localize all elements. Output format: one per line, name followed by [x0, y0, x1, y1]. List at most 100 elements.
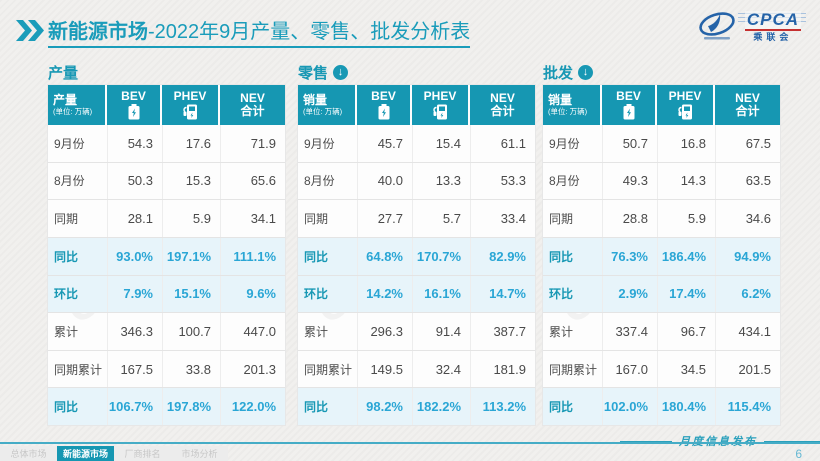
table-row: 9月份 54.3 17.6 71.9 — [48, 125, 285, 162]
row-label: 环比 — [304, 287, 329, 302]
cell-value: 5.9 — [162, 200, 220, 237]
footer-tab[interactable]: 厂商排名 — [114, 446, 171, 461]
cpca-wordmark: CPCA 乘联会 — [737, 10, 807, 43]
row-label: 累计 — [549, 324, 574, 339]
cell-value: 14.2% — [357, 275, 412, 313]
row-label: 同比 — [54, 400, 79, 415]
nev-label: NEV — [240, 90, 265, 105]
header-unit: (单位: 万辆) — [53, 107, 93, 117]
table-row: 同比 98.2% 182.2% 113.2% — [298, 387, 535, 425]
header-unit: (单位: 万辆) — [548, 107, 588, 117]
row-label: 8月份 — [549, 174, 580, 189]
table-row: 8月份 49.3 14.3 63.5 — [543, 161, 780, 200]
cell-value: 16.8 — [657, 125, 715, 162]
cell-value: 28.1 — [107, 200, 162, 237]
table-row: 环比 14.2% 16.1% 14.7% — [298, 274, 535, 313]
phev-label: PHEV — [173, 88, 207, 103]
footer-note: 月度信息发布 — [620, 433, 820, 449]
table-row: 同期 27.7 5.7 33.4 — [298, 199, 535, 237]
row-label: 同期累计 — [549, 362, 598, 377]
table-row: 同期累计 167.0 34.5 201.5 — [543, 349, 780, 388]
cell-value: 28.8 — [602, 200, 657, 237]
row-label: 同比 — [549, 400, 574, 415]
battery-icon — [128, 104, 139, 120]
production-section-title: 产量 ↓ — [48, 60, 285, 85]
table-row: 累计 346.3 100.7 447.0 — [48, 312, 285, 350]
table-row: 9月份 50.7 16.8 67.5 — [543, 125, 780, 162]
cell-value: 14.7% — [470, 275, 535, 313]
table-row: 环比 2.9% 17.4% 6.2% — [543, 274, 780, 313]
header-label: 产量 — [53, 92, 78, 107]
cell-value: 64.8% — [357, 237, 412, 275]
cell-value: 9.6% — [220, 275, 285, 313]
cell-value: 149.5 — [357, 350, 412, 388]
cell-value: 197.1% — [162, 237, 220, 275]
bev-label: BEV — [121, 88, 146, 103]
cell-value: 15.4 — [412, 125, 470, 162]
table-header-label-cell: 产量 (单位: 万辆) — [48, 85, 105, 125]
bev-label: BEV — [616, 88, 641, 103]
row-label: 9月份 — [304, 136, 335, 151]
note-left-line — [620, 440, 672, 442]
footer-tab[interactable]: 市场分析 — [171, 446, 228, 461]
cell-value: 40.0 — [357, 162, 412, 200]
cell-value: 186.4% — [657, 237, 715, 275]
nev-column-header: NEV 合计 — [715, 85, 780, 125]
table-header-row: 产量 (单位: 万辆) BEV PHEV NEV 合计 — [48, 85, 285, 125]
cell-value: 76.3% — [602, 237, 657, 275]
cell-value: 447.0 — [220, 313, 285, 350]
table-row: 累计 296.3 91.4 387.7 — [298, 312, 535, 350]
header-unit: (单位: 万辆) — [303, 107, 343, 117]
title-rest-part: -2022年9月产量、零售、批发分析表 — [148, 21, 471, 43]
row-label: 同期 — [304, 212, 329, 227]
cell-value: 45.7 — [357, 125, 412, 162]
cell-value: 54.3 — [107, 125, 162, 162]
cell-value: 170.7% — [412, 237, 470, 275]
table-row: 8月份 50.3 15.3 65.6 — [48, 161, 285, 200]
table-row: 同期 28.8 5.9 34.6 — [543, 199, 780, 237]
cell-value: 63.5 — [715, 162, 780, 200]
bev-label: BEV — [371, 88, 396, 103]
cell-value: 197.8% — [162, 388, 220, 425]
row-label: 同期累计 — [54, 362, 103, 377]
cell-value: 111.1% — [220, 237, 285, 275]
battery-icon — [378, 104, 389, 120]
cell-value: 33.8 — [162, 350, 220, 388]
cell-value: 387.7 — [470, 313, 535, 350]
cell-value: 32.4 — [412, 350, 470, 388]
production-table-body: 9月份 54.3 17.6 71.9 8月份 50.3 15.3 65.6 同期 28.1 5.9 3… — [48, 125, 285, 425]
row-label: 8月份 — [304, 174, 335, 189]
cell-value: 167.0 — [602, 350, 657, 388]
cell-value: 50.7 — [602, 125, 657, 162]
cell-value: 100.7 — [162, 313, 220, 350]
retail-section-title: 零售 ↓ — [298, 60, 535, 85]
cell-value: 122.0% — [220, 388, 285, 425]
table-row: 同期 28.1 5.9 34.1 — [48, 199, 285, 237]
cell-value: 61.1 — [470, 125, 535, 162]
table-row: 同比 106.7% 197.8% 122.0% — [48, 387, 285, 425]
down-arrow-icon: ↓ — [333, 65, 349, 80]
nev-total-label: 合计 — [490, 104, 515, 118]
footer-tab[interactable]: 新能源市场 — [57, 446, 114, 461]
nev-total-label: 合计 — [735, 104, 760, 118]
cell-value: 17.4% — [657, 275, 715, 313]
wholesale-section-title: 批发 ↓ — [543, 60, 780, 85]
phev-column-header: PHEV — [657, 85, 713, 125]
cell-value: 27.7 — [357, 200, 412, 237]
nev-total-label: 合计 — [240, 104, 265, 118]
cell-value: 102.0% — [602, 388, 657, 425]
title-bold-part: 新能源市场 — [48, 21, 148, 43]
table-header-label-cell: 销量 (单位: 万辆) — [543, 85, 600, 125]
row-label: 8月份 — [54, 174, 85, 189]
footer-tab[interactable]: 总体市场 — [0, 446, 57, 461]
cell-value: 6.2% — [715, 275, 780, 313]
cell-value: 180.4% — [657, 388, 715, 425]
cell-value: 67.5 — [715, 125, 780, 162]
table-row: 同比 102.0% 180.4% 115.4% — [543, 387, 780, 425]
battery-icon — [623, 104, 634, 120]
row-label: 同期 — [54, 212, 79, 227]
table-header-row: 销量 (单位: 万辆) BEV PHEV NEV 合计 — [543, 85, 780, 125]
row-label: 9月份 — [549, 136, 580, 151]
charger-icon — [678, 104, 692, 120]
